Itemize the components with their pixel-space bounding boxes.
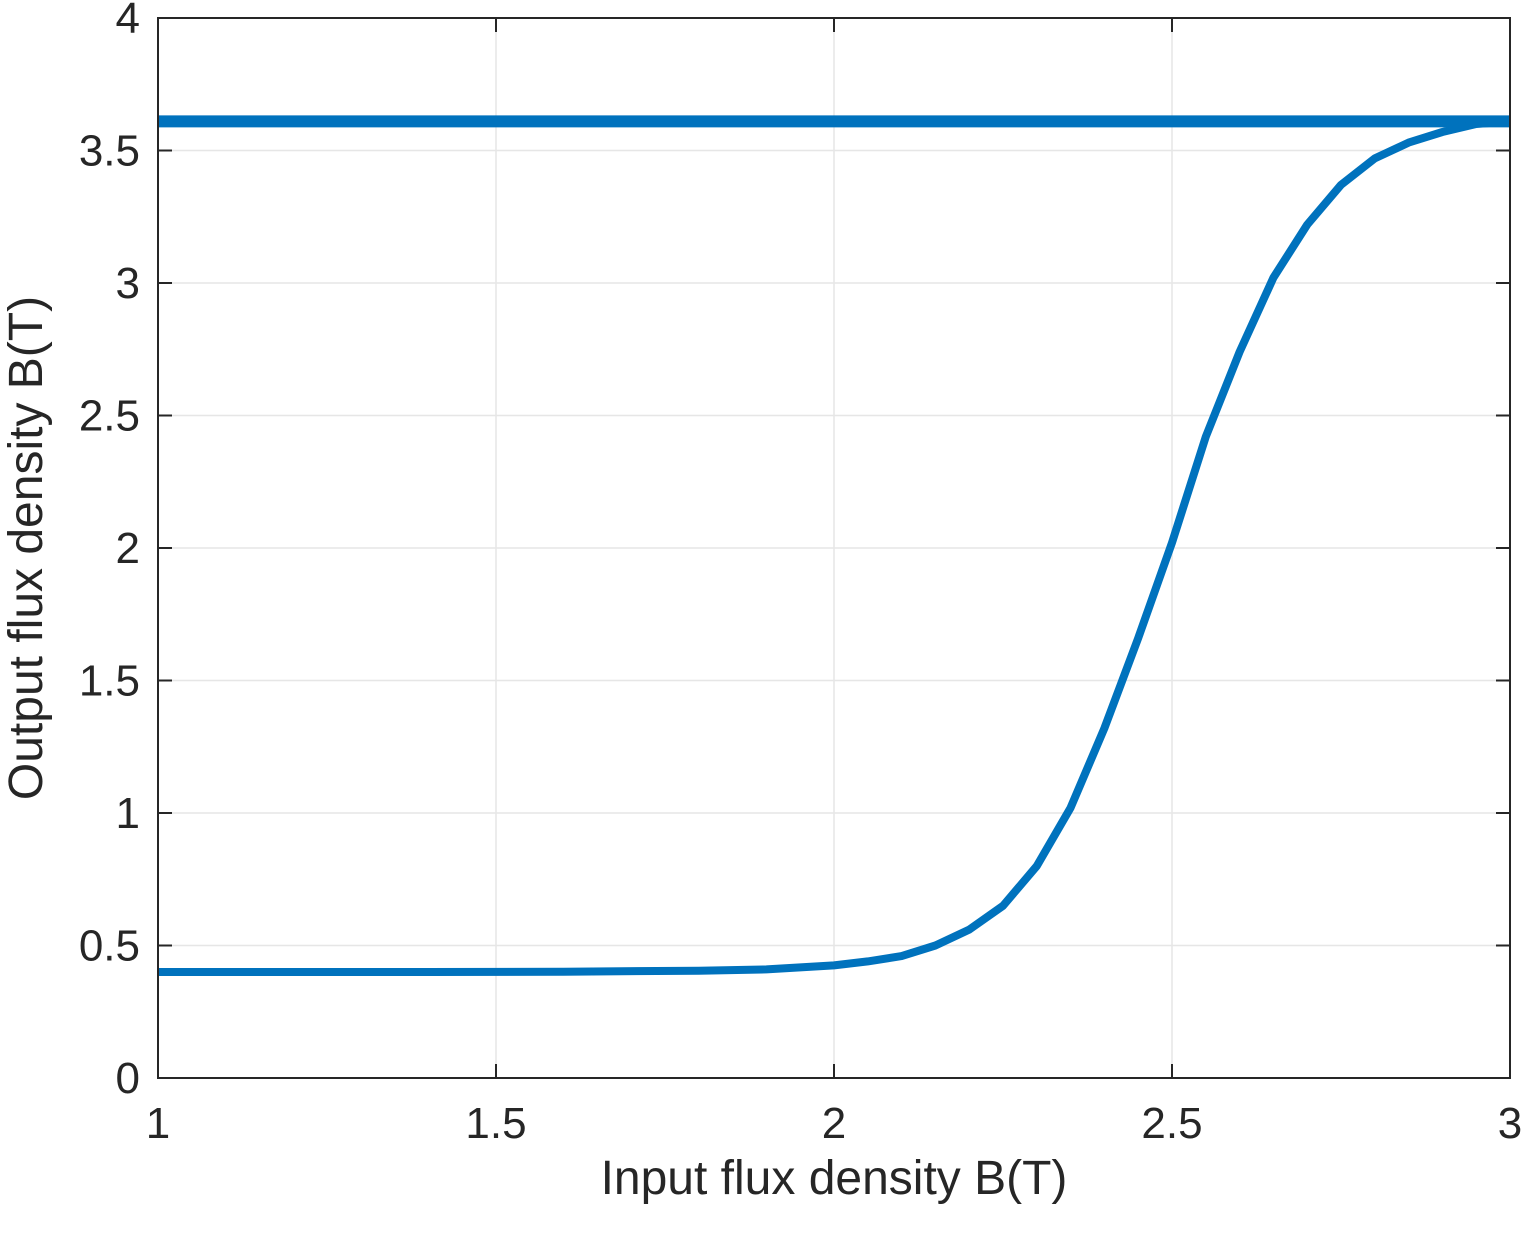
y-tick-label: 3	[116, 259, 140, 308]
x-tick-label: 2	[822, 1099, 846, 1148]
y-axis-label: Output flux density B(T)	[0, 296, 53, 800]
y-tick-label: 4	[116, 0, 140, 43]
x-tick-label: 1.5	[465, 1099, 526, 1148]
y-tick-label: 0.5	[79, 922, 140, 971]
series-line-2	[158, 117, 1511, 976]
x-tick-label: 3	[1498, 1099, 1522, 1148]
y-tick-label: 1.5	[79, 657, 140, 706]
series-group	[158, 115, 1511, 976]
y-tick-label: 0	[116, 1054, 140, 1103]
y-tick-label: 2.5	[79, 392, 140, 441]
y-tick-labels: 0 0.5 1 1.5 2 2.5 3 3.5 4	[79, 0, 140, 1103]
x-tick-label: 2.5	[1141, 1099, 1202, 1148]
x-axis-label: Input flux density B(T)	[601, 1152, 1068, 1205]
y-tick-label: 3.5	[79, 127, 140, 176]
x-tick-labels: 1 1.5 2 2.5 3	[146, 1099, 1522, 1148]
y-tick-label: 1	[116, 789, 140, 838]
x-tick-label: 1	[146, 1099, 170, 1148]
y-tick-label: 2	[116, 524, 140, 573]
tick-marks	[157, 17, 1511, 1079]
